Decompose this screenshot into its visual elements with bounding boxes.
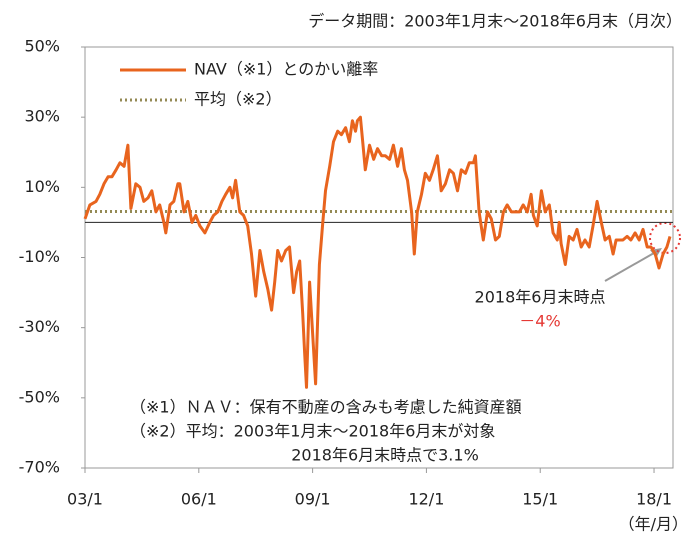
x-tick-label: 15/1 [522,490,558,509]
legend-label: 平均（※2） [194,90,282,109]
y-tick-label: 10% [24,177,60,196]
legend-label: NAV（※1）とのかい離率 [194,60,378,79]
nav-line [83,115,672,389]
y-tick-label: 50% [24,37,60,56]
y-tick-label: -10% [19,247,60,266]
x-tick-label: 03/1 [67,490,103,509]
annotation-value: －4% [519,312,560,331]
subtitle: データ期間：2003年1月末～2018年6月末（月次） [308,12,682,31]
note: （※2）平均：2003年1月末～2018年6月末が対象 [130,422,495,441]
x-tick-label: 09/1 [295,490,331,509]
y-tick-label: 30% [24,107,60,126]
y-tick-label: -70% [19,458,60,477]
annotation: 2018年6月末時点 [475,288,606,307]
note: （※1）ＮＡＶ：保有不動産の含みも考慮した純資産額 [130,398,522,417]
y-tick-label: -50% [19,387,60,406]
x-unit-label: （年/月） [619,515,688,534]
x-tick-label: 12/1 [408,490,444,509]
note: 2018年6月末時点で3.1% [291,446,479,465]
x-tick-label: 06/1 [181,490,217,509]
annotation-arrow [604,252,655,282]
x-tick-label: 18/1 [636,490,672,509]
y-tick-label: -30% [19,317,60,336]
highlight-circle [649,222,681,254]
